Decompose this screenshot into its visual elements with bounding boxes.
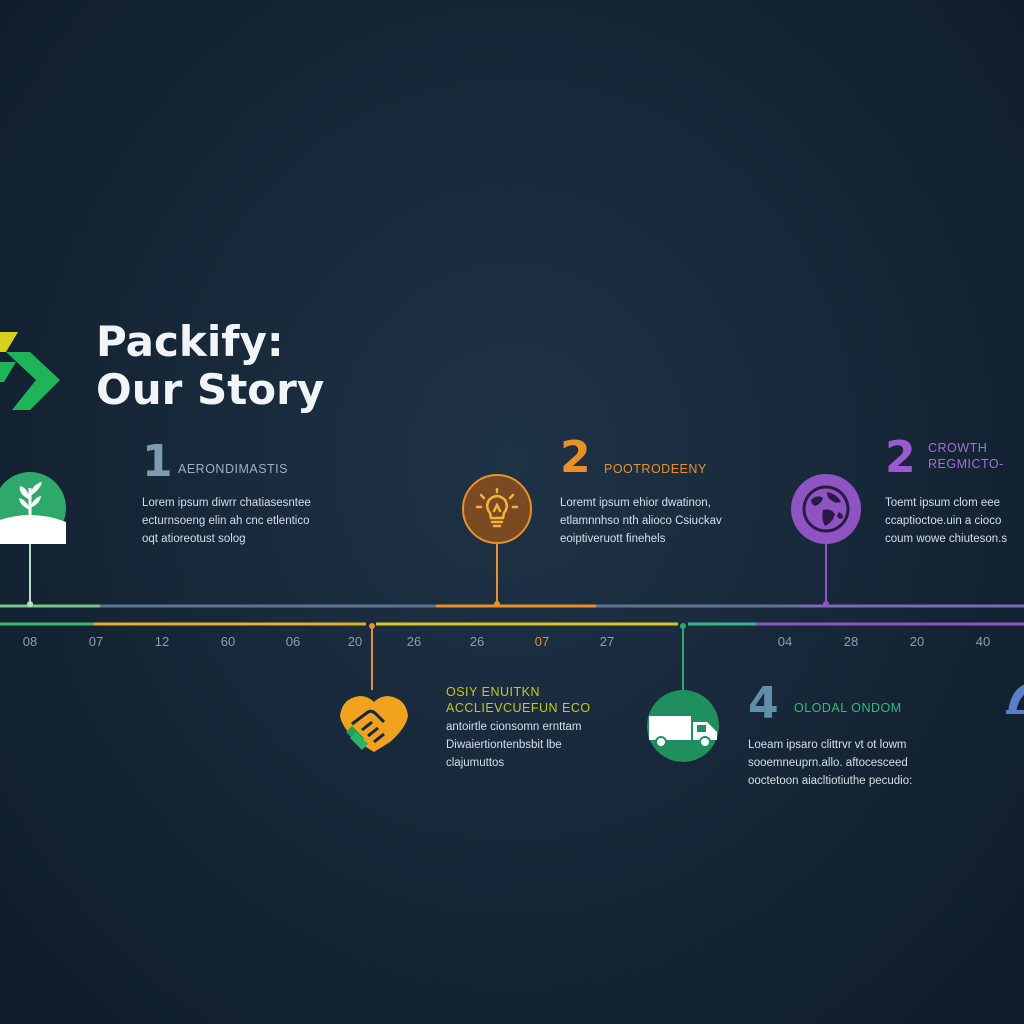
tick-label: 40 xyxy=(975,634,991,649)
title-line-2: Our Story xyxy=(96,365,325,414)
globe-icon xyxy=(802,485,850,533)
milestone-2-label: POOTRODEENY xyxy=(604,462,707,476)
milestone-1-label: AERONDIMASTIS xyxy=(178,462,288,476)
milestone-4-label: OSIY ENUITKN ACCLIEVCUEFUN ECO xyxy=(446,685,591,715)
milestone-2-number: 2 xyxy=(560,432,591,483)
tick-label: 04 xyxy=(777,634,793,649)
tick-label: 20 xyxy=(909,634,925,649)
tick-label: 07 xyxy=(534,634,550,649)
milestone-2-marker xyxy=(462,474,532,544)
tick-label: 07 xyxy=(88,634,104,649)
title-line-1: Packify: xyxy=(96,317,284,366)
tick-label: 60 xyxy=(220,634,236,649)
tick-label: 28 xyxy=(843,634,859,649)
milestone-7-marker-partial xyxy=(1004,678,1024,716)
tick-label: 20 xyxy=(347,634,363,649)
sprout-icon xyxy=(0,482,66,544)
arch-icon xyxy=(1006,684,1024,714)
milestone-3-label: CROWTH REGMICTO- xyxy=(928,441,1004,471)
truck-icon xyxy=(649,716,717,748)
milestone-3-description: Toemt ipsum clom eee ccaptioctoe.uin a c… xyxy=(885,497,1008,545)
milestone-3-number: 2 xyxy=(885,432,916,483)
tick-label: 26 xyxy=(406,634,422,649)
tick-label: 12 xyxy=(154,634,170,649)
lightbulb-icon xyxy=(475,487,519,528)
milestone-2-description: Loremt ipsum ehior dwatinon, etlamnnhso … xyxy=(560,497,722,545)
tick-label: 27 xyxy=(599,634,615,649)
milestone-1-description: Lorem ipsum diwrr chatiasesntee ecturnso… xyxy=(142,497,311,545)
handshake-icon xyxy=(340,696,408,752)
milestone-6-number: 4 xyxy=(748,678,779,729)
tick-label: 06 xyxy=(285,634,301,649)
milestone-1-number: 1 xyxy=(142,436,173,487)
tick-label: 08 xyxy=(22,634,38,649)
milestone-1-marker xyxy=(0,472,66,544)
page-title: Packify: Our Story xyxy=(96,318,324,414)
milestone-5-marker xyxy=(647,690,719,762)
packify-logo-icon xyxy=(0,332,60,410)
tick-label: 26 xyxy=(469,634,485,649)
milestone-4-marker xyxy=(338,688,410,754)
milestone-6-label: OLODAL ONDOM xyxy=(794,701,902,715)
milestone-3-marker xyxy=(791,474,861,544)
milestone-4-description: antoirtle cionsomn ernttam Diwaiertionte… xyxy=(446,721,582,769)
milestone-6-description: Loeam ipsaro clittrvr vt ot lowm sooemne… xyxy=(748,739,913,787)
